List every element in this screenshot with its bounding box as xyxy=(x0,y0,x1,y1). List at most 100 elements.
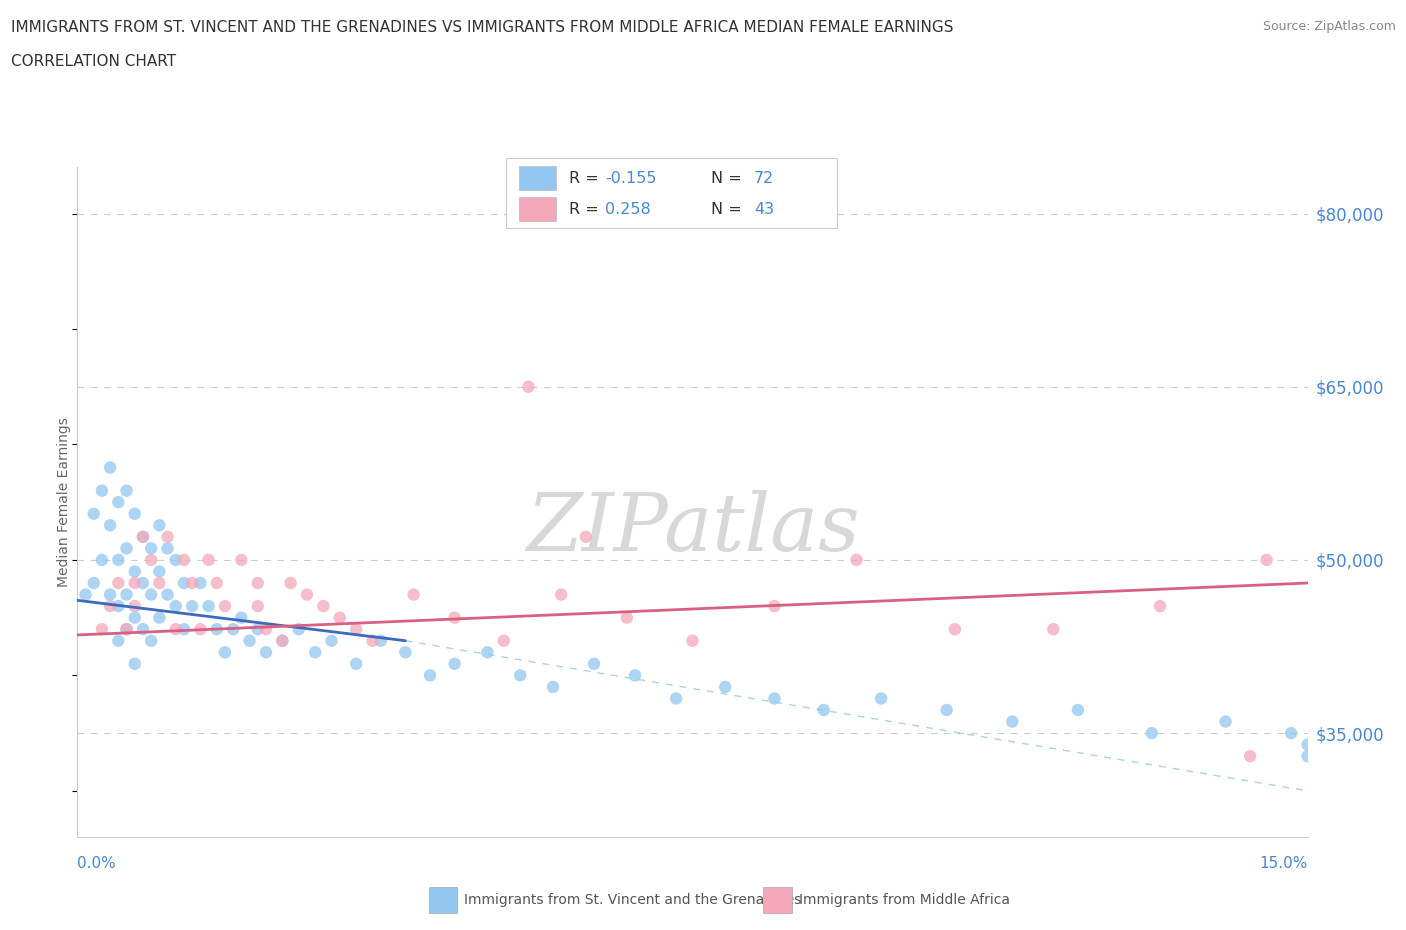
Point xyxy=(763,599,786,614)
Point xyxy=(361,633,384,648)
Point xyxy=(188,576,212,591)
Point xyxy=(132,529,155,544)
Point xyxy=(763,691,786,706)
Point xyxy=(254,644,277,659)
Point xyxy=(148,518,170,533)
Text: CORRELATION CHART: CORRELATION CHART xyxy=(11,54,176,69)
Point xyxy=(173,552,195,567)
Point xyxy=(231,610,253,625)
Point xyxy=(1296,737,1319,752)
Point xyxy=(165,599,187,614)
Point xyxy=(132,576,155,591)
Point xyxy=(402,587,425,602)
Point xyxy=(107,633,129,648)
Point xyxy=(205,576,228,591)
Point xyxy=(239,633,262,648)
Text: R =: R = xyxy=(569,202,609,217)
Point xyxy=(231,552,253,567)
Point xyxy=(246,599,269,614)
Point xyxy=(98,587,121,602)
Text: IMMIGRANTS FROM ST. VINCENT AND THE GRENADINES VS IMMIGRANTS FROM MIDDLE AFRICA : IMMIGRANTS FROM ST. VINCENT AND THE GREN… xyxy=(11,20,953,35)
Point xyxy=(271,633,294,648)
Text: Source: ZipAtlas.com: Source: ZipAtlas.com xyxy=(1263,20,1396,33)
Y-axis label: Median Female Earnings: Median Female Earnings xyxy=(58,418,72,587)
Point xyxy=(1279,725,1302,740)
Point xyxy=(813,702,835,717)
Point xyxy=(148,576,170,591)
Point xyxy=(288,622,311,637)
Point xyxy=(419,668,441,683)
Text: 15.0%: 15.0% xyxy=(1260,856,1308,870)
Point xyxy=(98,460,121,475)
Point xyxy=(280,576,302,591)
Point xyxy=(156,587,179,602)
Point xyxy=(90,484,114,498)
Point xyxy=(141,587,163,602)
Point xyxy=(246,576,269,591)
Point xyxy=(181,599,204,614)
Point xyxy=(156,529,179,544)
Point xyxy=(714,680,737,695)
Point xyxy=(1239,749,1261,764)
Point xyxy=(312,599,335,614)
Point xyxy=(344,622,367,637)
Point xyxy=(115,587,138,602)
Point xyxy=(83,576,105,591)
Point xyxy=(107,599,129,614)
Point xyxy=(624,668,647,683)
Text: 0.0%: 0.0% xyxy=(77,856,117,870)
Point xyxy=(124,657,146,671)
Point xyxy=(197,599,219,614)
Point xyxy=(304,644,326,659)
Point xyxy=(1215,714,1237,729)
Point xyxy=(173,622,195,637)
Text: 72: 72 xyxy=(754,171,775,186)
Point xyxy=(124,576,146,591)
Point xyxy=(222,622,245,637)
Point xyxy=(583,657,606,671)
Point xyxy=(943,622,966,637)
Point xyxy=(90,552,114,567)
Point xyxy=(107,552,129,567)
Point xyxy=(1256,552,1278,567)
Bar xyxy=(519,166,555,191)
Point xyxy=(98,599,121,614)
Text: Immigrants from St. Vincent and the Grenadines: Immigrants from St. Vincent and the Gren… xyxy=(464,893,801,908)
Point xyxy=(124,564,146,578)
Point xyxy=(616,610,638,625)
Point xyxy=(214,599,236,614)
Point xyxy=(141,633,163,648)
Point xyxy=(124,610,146,625)
Point xyxy=(173,576,195,591)
Point xyxy=(214,644,236,659)
Point xyxy=(575,529,598,544)
Point xyxy=(115,484,138,498)
Bar xyxy=(519,197,555,221)
Point xyxy=(870,691,893,706)
Point xyxy=(541,680,564,695)
Point xyxy=(115,622,138,637)
Point xyxy=(197,552,219,567)
Text: 43: 43 xyxy=(754,202,775,217)
Point xyxy=(1001,714,1024,729)
Text: N =: N = xyxy=(711,202,747,217)
Point xyxy=(141,552,163,567)
Point xyxy=(148,610,170,625)
Text: -0.155: -0.155 xyxy=(605,171,657,186)
Text: ZIPatlas: ZIPatlas xyxy=(526,490,859,567)
Point xyxy=(181,576,204,591)
Point xyxy=(845,552,868,567)
Point xyxy=(935,702,957,717)
Point xyxy=(1042,622,1064,637)
Point xyxy=(188,622,212,637)
Point xyxy=(295,587,318,602)
Point xyxy=(132,622,155,637)
Point xyxy=(1067,702,1090,717)
Point xyxy=(83,506,105,521)
Point xyxy=(492,633,515,648)
Point xyxy=(165,552,187,567)
Point xyxy=(107,576,129,591)
Point xyxy=(443,610,465,625)
Point xyxy=(517,379,540,394)
Point xyxy=(254,622,277,637)
